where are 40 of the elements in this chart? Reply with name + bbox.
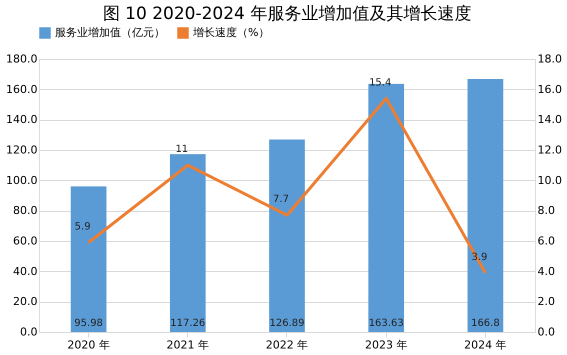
chart-title: 图 10 2020-2024 年服务业增加值及其增长速度 (102, 4, 472, 24)
data-label: 126.89 (270, 318, 304, 329)
bar (170, 154, 206, 332)
y2-tick-label: 0.0 (538, 326, 555, 338)
y2-tick-label: 12.0 (538, 144, 562, 156)
data-label: 5.9 (74, 222, 91, 233)
y2-tick-label: 14.0 (538, 113, 562, 126)
y-tick-label: 160.0 (6, 82, 38, 96)
y2-tick-label: 18.0 (538, 52, 562, 66)
y-tick-label: 140.0 (6, 113, 38, 126)
y-tick-label: 20.0 (13, 295, 38, 308)
y2-tick-label: 4.0 (538, 264, 555, 278)
x-tick-label: 2022 年 (266, 338, 308, 352)
data-label: 95.98 (74, 318, 103, 329)
y2-tick-label: 16.0 (538, 82, 562, 96)
legend-label: 服务业增加值（亿元） (55, 26, 165, 39)
x-tick-label: 2020 年 (67, 338, 110, 352)
y-tick-label: 40.0 (13, 264, 38, 278)
y2-tick-label: 2.0 (538, 295, 555, 308)
legend-label: 增长速度（%） (192, 26, 270, 39)
y-tick-label: 80.0 (13, 204, 38, 218)
y-tick-label: 60.0 (13, 234, 38, 248)
y-tick-label: 180.0 (6, 52, 38, 66)
y2-tick-label: 10.0 (538, 174, 562, 187)
data-label: 7.7 (273, 194, 289, 206)
data-label: 117.26 (170, 318, 206, 329)
x-tick-label: 2021 年 (166, 338, 210, 352)
y2-tick-label: 8.0 (538, 204, 555, 218)
y-tick-label: 0.0 (20, 326, 38, 338)
y-tick-label: 120.0 (6, 144, 38, 156)
data-label: 163.63 (368, 318, 404, 329)
x-tick-label: 2024 年 (464, 338, 507, 352)
y2-tick-label: 6.0 (538, 234, 555, 248)
data-label: 166.8 (471, 318, 500, 329)
bar (269, 140, 305, 332)
y-tick-label: 100.0 (6, 174, 38, 187)
x-tick-label: 2023 年 (364, 338, 408, 352)
bar (70, 186, 106, 332)
data-label: 11 (175, 144, 188, 156)
bar (468, 79, 504, 332)
